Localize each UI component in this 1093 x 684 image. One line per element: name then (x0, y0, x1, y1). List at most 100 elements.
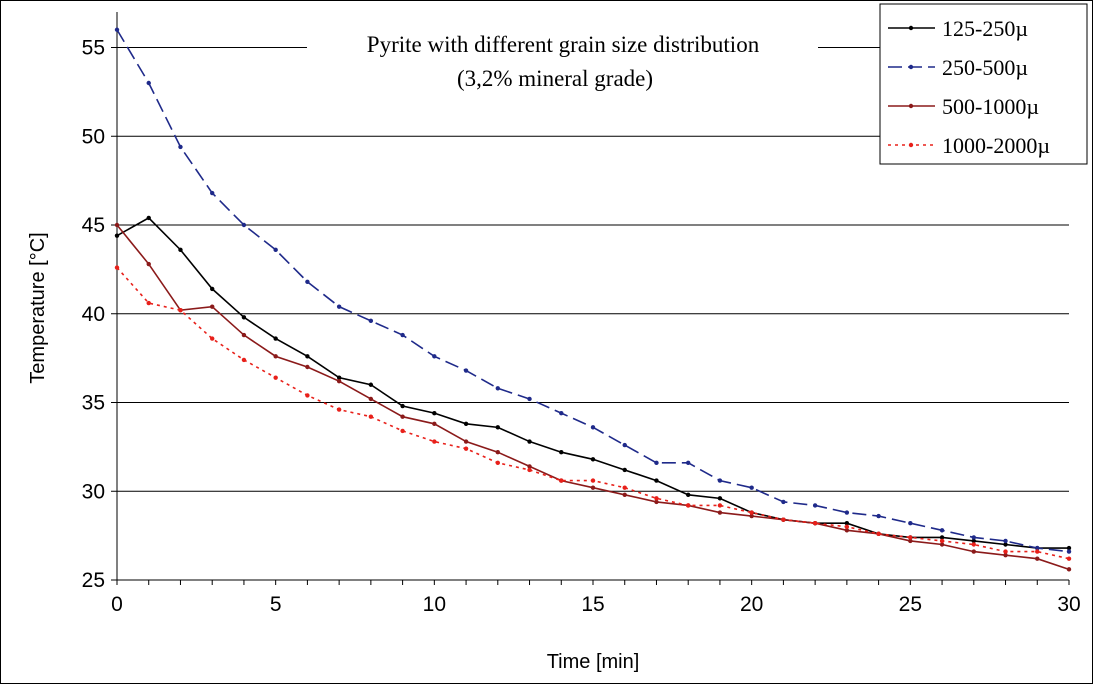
data-point (178, 308, 183, 313)
series-4 (114, 265, 1072, 561)
data-point (1066, 567, 1072, 572)
data-point (400, 403, 405, 409)
data-point (686, 492, 691, 497)
data-point (241, 315, 247, 320)
data-point (114, 233, 120, 238)
data-point (844, 528, 850, 533)
data-point (114, 265, 120, 270)
data-point (146, 215, 151, 221)
data-point (432, 421, 437, 426)
data-point (590, 478, 596, 483)
chart-title: Pyrite with different grain size distrib… (367, 32, 760, 57)
data-point (876, 513, 881, 519)
series-1 (114, 215, 1072, 551)
data-point (495, 460, 500, 466)
data-point (654, 499, 659, 505)
legend-label: 125-250µ (942, 16, 1028, 41)
data-point (559, 410, 564, 416)
y-tick-label: 50 (82, 125, 105, 148)
legend-marker (908, 64, 914, 70)
data-point (654, 478, 659, 483)
data-point (273, 336, 278, 341)
data-point (908, 535, 913, 540)
data-point (1003, 552, 1008, 558)
data-point (241, 357, 247, 363)
data-point (210, 286, 215, 292)
data-point (939, 535, 945, 540)
data-point (210, 336, 215, 341)
chart-subtitle: (3,2% mineral grade) (457, 66, 653, 91)
data-point (273, 247, 278, 253)
data-point (400, 414, 405, 419)
data-point (1003, 542, 1008, 547)
data-point (527, 464, 532, 469)
data-point (463, 439, 469, 444)
data-point (210, 304, 215, 309)
data-point (908, 538, 913, 544)
data-point (273, 375, 278, 380)
data-point (495, 386, 500, 391)
x-tick-label: 0 (111, 593, 123, 616)
data-point (622, 442, 627, 448)
data-point (622, 492, 627, 497)
data-point (971, 542, 976, 547)
legend-label: 500-1000µ (942, 94, 1039, 119)
data-point (1003, 549, 1008, 554)
data-point (336, 379, 342, 384)
data-point (844, 521, 850, 526)
data-point (939, 538, 945, 544)
data-point (844, 510, 850, 515)
data-point (1003, 538, 1008, 544)
data-point (971, 535, 976, 540)
data-point (812, 521, 818, 526)
data-point (463, 446, 469, 451)
chart-title-group: Pyrite with different grain size distrib… (307, 24, 818, 104)
y-tick-label: 45 (82, 214, 105, 237)
data-point (717, 478, 723, 483)
legend: 125-250µ 250-500µ 500-1000µ 1000-2000µ (879, 3, 1088, 165)
data-point (178, 247, 183, 253)
data-point (939, 528, 945, 533)
data-point (336, 407, 342, 412)
data-point (336, 375, 342, 380)
data-point (590, 485, 596, 490)
title-background (307, 24, 818, 104)
data-point (527, 439, 532, 444)
legend-label: 250-500µ (942, 55, 1028, 80)
y-tick-label: 55 (82, 37, 105, 60)
data-point (463, 421, 469, 426)
data-point (146, 300, 151, 306)
data-point (1066, 556, 1072, 561)
legend-marker (908, 25, 914, 31)
x-tick-label: 10 (423, 593, 446, 616)
data-point (368, 414, 374, 419)
data-point (654, 460, 659, 466)
data-point (495, 450, 500, 455)
x-tick-label: 30 (1057, 593, 1080, 616)
data-point (1066, 549, 1072, 554)
data-point (654, 496, 659, 501)
series-2 (114, 27, 1072, 554)
data-point (559, 450, 564, 455)
legend-marker (908, 142, 914, 148)
data-point (273, 354, 278, 359)
data-point (749, 513, 754, 519)
data-point (241, 222, 247, 228)
data-point (368, 382, 374, 387)
data-point (368, 396, 374, 402)
data-point (432, 410, 437, 416)
x-tick-label: 5 (270, 593, 282, 616)
data-point (781, 517, 786, 522)
legend-box (879, 3, 1088, 165)
data-point (717, 503, 723, 508)
series-line (116, 267, 1070, 560)
legend-marker (908, 103, 914, 109)
data-point (178, 144, 183, 150)
x-axis-title: Time [min] (547, 651, 640, 673)
x-tick-label: 20 (740, 593, 763, 616)
data-point (1066, 545, 1072, 551)
x-tick-label: 25 (899, 593, 922, 616)
data-point (146, 80, 151, 86)
data-point (368, 318, 374, 324)
